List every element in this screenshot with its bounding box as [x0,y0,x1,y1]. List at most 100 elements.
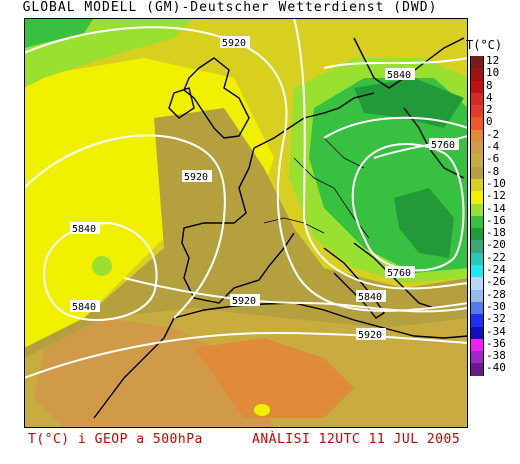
legend-swatch [470,301,484,315]
legend-label: -16 [486,213,506,227]
legend-label: 0 [486,115,493,129]
legend-entry: -24 [470,263,520,278]
coast-north-africa [173,302,468,339]
field-green-north-patch [24,18,94,48]
legend-entry: -22 [470,250,520,266]
legend-swatch [470,314,484,327]
legend-label: -2 [486,127,500,141]
legend-entry: -4 [470,140,520,155]
legend-swatch [470,142,484,155]
legend-entry: 12 [470,54,520,69]
contour-5920-africa [24,331,468,379]
temperature-legend: 12 10 8 4 2 0 -2 -4 -6 -8 -10 -12 -14 -16 -18 -20 -22 -24… [470,54,520,376]
legend-label: -4 [486,140,500,154]
legend-swatch [470,92,484,106]
legend-swatch [470,117,484,130]
legend-label: 8 [486,78,493,92]
field-orange-sahara [194,338,354,418]
legend-swatch [470,363,484,376]
coast-france-spain [181,147,295,304]
legend-label: -40 [486,361,506,375]
contour-5760-east [373,135,468,159]
map-footer: T(°C) i GEOP a 500hPa ANÀLISI 12UTC 11 J… [0,432,520,452]
legend-swatch [470,265,484,278]
legend-label: -28 [486,287,506,301]
legend-label: -12 [486,189,506,203]
svg-text:5920: 5920 [232,296,256,307]
legend-label: -20 [486,238,506,252]
svg-text:5840: 5840 [72,224,96,235]
field-darkgreen-core [354,78,464,128]
legend-entry: -14 [470,201,520,216]
legend-label: 2 [486,103,493,117]
legend-title: T(°C) [466,38,503,52]
legend-entry: -26 [470,275,520,290]
legend-label: -38 [486,349,506,363]
legend-entry: 8 [470,78,520,93]
legend-entry: -8 [470,164,520,179]
legend-label: -8 [486,164,500,178]
footer-analysis-time: ANÀLISI 12UTC 11 JUL 2005 [252,432,461,447]
legend-label: -14 [486,201,506,215]
svg-text:5920: 5920 [358,330,382,341]
legend-label: -18 [486,226,506,240]
legend-entry: 4 [470,90,520,106]
legend-swatch [470,326,484,339]
legend-swatch [470,215,484,229]
contour-5840-north-europe [323,57,468,69]
contour-label-5840-d: 5840 [356,290,386,303]
legend-swatch [470,203,484,216]
contour-label-5840-a: 5840 [385,68,415,81]
contour-5920-outer [24,134,226,319]
map-frame [24,18,468,428]
legend-swatch [470,80,484,93]
coast-morocco [93,317,175,419]
contour-5920-south [123,277,468,313]
svg-text:5920: 5920 [184,172,208,183]
legend-label: -22 [486,250,506,264]
legend-entry: -34 [470,325,520,339]
legend-entry: 0 [470,115,520,130]
legend-label: -24 [486,263,506,277]
geopotential-contours [24,18,468,379]
contour-label-5920-b: 5920 [182,170,212,183]
legend-swatch [470,166,484,179]
legend-swatch [470,289,484,302]
field-green-atlantic-spot [92,256,112,276]
legend-label: -30 [486,299,506,313]
legend-swatch [470,178,484,192]
coast-scandinavia [353,37,465,89]
legend-label: 12 [486,54,500,67]
legend-label: 4 [486,90,493,104]
svg-text:5920: 5920 [222,38,246,49]
coast-europe-west [253,92,375,149]
contour-5840-trough [293,18,468,290]
legend-entry: -38 [470,349,520,364]
legend-entry: -6 [470,152,520,167]
contour-5760-ring [351,143,465,272]
svg-text:5840: 5840 [72,302,96,313]
legend-swatch [470,240,484,253]
legend-swatch [470,277,484,290]
legend-label: -26 [486,275,506,289]
legend-label: -6 [486,152,500,166]
footer-variable-label: T(°C) i GEOP a 500hPa [28,432,203,447]
legend-entry: -36 [470,336,520,352]
legend-label: -36 [486,336,506,350]
legend-entry: -32 [470,313,520,327]
legend-label: 10 [486,66,500,80]
contour-label-5840-b: 5840 [70,222,100,235]
legend-swatch [470,105,484,118]
contour-label-5760-a: 5760 [429,138,459,151]
legend-entry: 2 [470,103,520,118]
legend-swatch [470,56,484,69]
legend-label: -10 [486,176,506,190]
svg-text:5760: 5760 [431,140,455,151]
coast-british-isles [183,57,250,139]
legend-entry: -2 [470,127,520,143]
legend-swatch [470,252,484,266]
legend-swatch [470,154,484,167]
svg-text:5840: 5840 [358,292,382,303]
legend-entry: -18 [470,226,520,241]
